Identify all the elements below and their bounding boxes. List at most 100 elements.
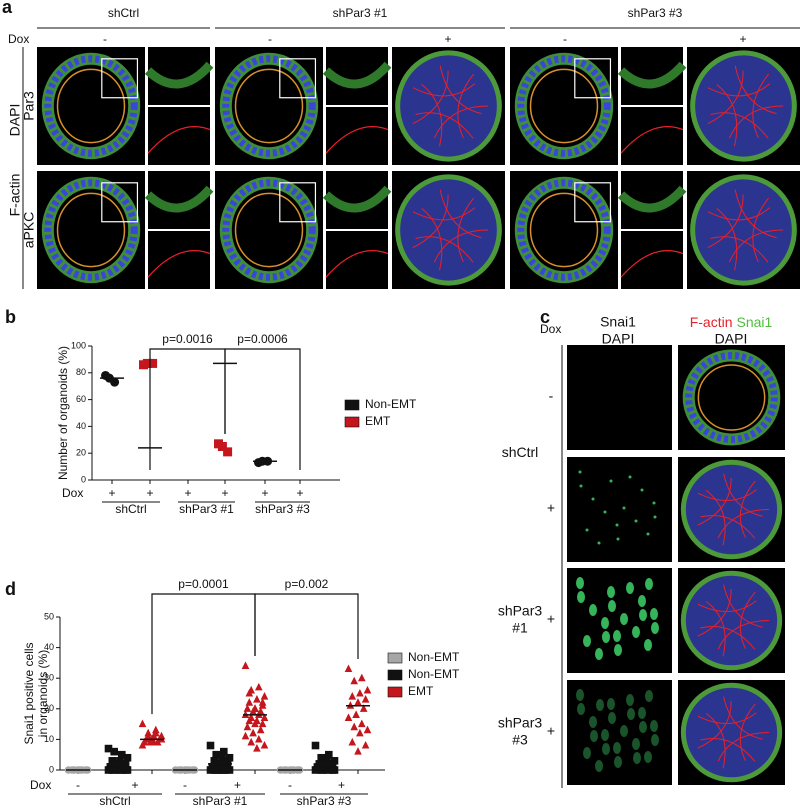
actin-fiber [421,83,443,147]
actin-fiber [710,236,769,263]
nucleus [601,729,609,741]
data-point [344,713,353,722]
group-label: shPar3 #3 [628,6,683,20]
actin-fiber [457,73,474,139]
nucleus [632,738,640,750]
zoom-box [101,182,139,223]
zoom-green [144,61,214,89]
y-tick-label: 100 [71,340,86,350]
legend-label: Non-EMT [365,397,417,411]
dox-sign: + [184,486,191,500]
nucleus [626,582,634,594]
data-point [144,731,152,740]
nucleus [602,631,610,643]
nucleus [640,488,644,492]
micrograph [567,457,672,562]
data-point [245,698,254,706]
dox-sign: - [563,32,567,46]
data-point [249,728,257,737]
p-value: p=0.0006 [237,332,288,346]
dox-sign: + [146,486,153,500]
nucleus [626,694,634,706]
y-tick-label: 30 [44,673,54,683]
nucleus [576,577,584,589]
p-value: p=0.002 [285,577,329,591]
nucleus [639,721,647,733]
dox-sign: - [183,778,187,792]
dox-sign: + [296,486,303,500]
actin-fiber [707,83,771,97]
actin-fiber [723,584,763,628]
group-label: #1 [512,620,528,636]
data-point [255,734,263,743]
group-label: shCtrl [115,502,146,516]
actin-fiber [697,588,732,637]
data-point [363,725,372,734]
stain-label: DAPI [7,104,23,137]
y-tick-label: 50 [44,611,54,621]
data-point [116,766,124,774]
x-axis-label: Dox [62,486,83,500]
data-point [358,673,366,682]
dox-sign: - [76,778,80,792]
significance-bracket [254,593,359,660]
data-point [218,753,226,762]
data-point [247,737,255,746]
actin-fiber [700,514,756,539]
micrograph [567,345,672,450]
actin-fiber [412,194,449,249]
data-point [323,760,331,768]
stain-label: F-actin [7,174,23,217]
dox-sign: + [444,32,451,46]
y-axis-label: in organoids (%) [36,650,50,737]
data-point [150,737,158,746]
actin-fiber [415,112,474,139]
group-label: shPar3 [498,715,543,731]
data-point [255,710,263,718]
actin-fiber [723,473,763,517]
actin-fiber [739,480,756,539]
panel-letter: c [540,307,550,327]
zoom-box [279,182,317,223]
data-point [352,710,360,718]
panel-letter: b [5,307,16,327]
p-value: p=0.0001 [178,577,229,591]
data-point [243,722,252,731]
x-axis-label: Dox [30,778,51,792]
zoom-box [101,58,139,99]
dox-sign: + [108,486,115,500]
zoom-red [620,126,684,154]
legend-label: Non-EMT [408,667,460,681]
nucleus [577,703,585,715]
nucleus [608,712,616,724]
dox-sign: + [261,486,268,500]
nucleus [650,720,658,732]
data-point [253,744,261,752]
nucleus [614,644,622,656]
nucleus [583,635,591,647]
actin-fiber [705,489,726,546]
data-point [260,740,269,749]
nucleus [634,519,638,523]
nucleus [597,541,601,545]
data-point [361,695,370,703]
y-axis-label: Number of organoids (%) [56,346,70,480]
actin-fiber [439,65,482,115]
data-point [221,766,230,774]
nucleus [651,622,659,634]
organoid-mass [680,459,783,560]
data-point [148,358,158,368]
nucleus [596,699,604,711]
dox-sign: - [103,32,107,46]
panel-letter: d [5,579,16,599]
organoid-lumen [234,68,304,144]
header-stain-part: F-actin [690,314,733,330]
data-point [118,750,126,759]
data-point [217,442,227,451]
nucleus [613,742,621,754]
nucleus [651,734,659,746]
y-tick-label: 80 [76,367,86,377]
organoid-nuclei [44,55,138,157]
y-tick-label: 20 [76,448,86,458]
